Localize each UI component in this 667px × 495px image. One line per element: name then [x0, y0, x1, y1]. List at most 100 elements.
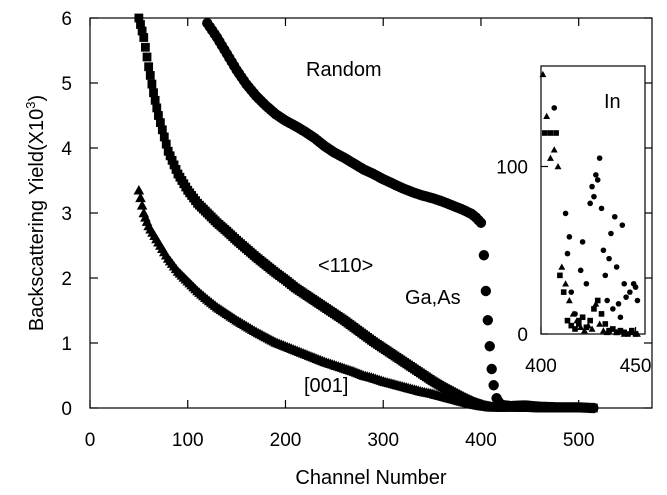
inset-axes: 400 450 0 100 — [496, 158, 651, 378]
inset-point-001 — [565, 297, 573, 304]
inset-point-110 — [579, 314, 586, 321]
point-110 — [167, 155, 177, 165]
point-random — [478, 250, 490, 261]
x-tick-label: 500 — [563, 430, 595, 451]
inset-point-random — [568, 289, 575, 295]
inset-point-random — [577, 267, 584, 274]
inset-point-001 — [558, 263, 566, 270]
inset-point-110 — [598, 311, 605, 317]
inset-x-tick-label: 400 — [525, 356, 557, 377]
inset-point-110 — [602, 321, 609, 327]
inset-point-random — [564, 250, 571, 257]
inset-point-001 — [569, 310, 577, 317]
inset-point-random — [621, 280, 627, 287]
inset-point-001 — [573, 317, 581, 324]
inset-point-001 — [613, 328, 621, 336]
inset-point-random — [583, 280, 590, 287]
inset-point-110 — [587, 317, 593, 324]
inset-point-random — [615, 301, 622, 307]
inset-point-110 — [591, 306, 597, 312]
inset-point-random — [634, 297, 641, 304]
inset-point-001 — [539, 70, 547, 78]
inset-point-random — [604, 297, 610, 304]
point-001 — [135, 192, 146, 203]
point-110 — [147, 79, 157, 89]
x-tick-label: 0 — [85, 430, 96, 451]
inset-point-001 — [550, 146, 558, 153]
inset-point-001 — [584, 322, 592, 329]
inset-point-random — [579, 239, 586, 245]
inset-point-random — [598, 205, 605, 212]
inset-point-110 — [594, 297, 601, 304]
inset-point-random — [623, 294, 629, 300]
point-110 — [150, 95, 160, 105]
point-110 — [159, 132, 169, 142]
annotation-random: Random — [306, 59, 382, 81]
point-110 — [154, 111, 163, 120]
inset-point-001 — [554, 163, 562, 170]
inset-point-110 — [564, 317, 571, 324]
annotation-110: <110> — [318, 255, 373, 277]
point-110 — [142, 52, 152, 62]
point-110 — [140, 42, 150, 52]
inset-point-001 — [620, 330, 628, 337]
inset-point-random — [632, 284, 639, 290]
inset-point-110 — [560, 289, 567, 295]
inset-point-110 — [557, 272, 563, 279]
point-001 — [133, 184, 145, 195]
inset-point-random — [619, 222, 626, 228]
point-random — [475, 217, 487, 228]
annotation-ga-as: Ga,As — [405, 287, 461, 309]
point-001 — [573, 402, 584, 413]
y-axis-title: Backscattering Yield(X103) — [23, 95, 48, 331]
inset-point-random — [627, 289, 633, 295]
inset-point-001 — [581, 327, 588, 334]
inset-point-random — [594, 177, 601, 183]
inset-y-tick-label: 100 — [496, 158, 528, 179]
inset-point-110 — [568, 322, 575, 329]
point-110 — [137, 26, 147, 36]
inset-point-001 — [603, 328, 611, 336]
y-tick-label: 3 — [61, 204, 72, 225]
inset-point-001 — [599, 327, 607, 334]
point-110 — [136, 20, 145, 29]
main-axes: 0 100 200 300 400 500 0 1 2 3 4 5 6 — [61, 9, 652, 451]
point-random — [486, 363, 497, 375]
inset-point-random — [602, 272, 609, 279]
inset-point-random — [617, 314, 624, 321]
inset-point-random — [606, 255, 612, 262]
point-110 — [155, 118, 165, 128]
point-110 — [588, 403, 598, 413]
annotation-001: [001] — [304, 375, 348, 397]
inset-point-110 — [553, 130, 559, 136]
main-data-marks — [133, 13, 599, 414]
point-random — [488, 380, 499, 391]
inset-point-random — [608, 230, 614, 237]
inset-point-110 — [547, 130, 554, 136]
x-tick-label: 200 — [270, 430, 302, 451]
inset-point-random — [566, 234, 573, 240]
inset-y-tick-label: 0 — [517, 325, 528, 346]
inset-point-random — [591, 193, 597, 200]
point-001 — [136, 200, 148, 210]
y-tick-label: 0 — [61, 399, 72, 420]
inset-point-001 — [596, 320, 604, 327]
point-110 — [171, 165, 181, 174]
inset-title: In — [604, 91, 621, 113]
y-tick-label: 6 — [61, 9, 72, 30]
point-random — [484, 341, 495, 352]
inset-x-tick-label: 450 — [620, 356, 652, 377]
inset-point-random — [593, 172, 599, 178]
y-axis-title-suffix: ) — [26, 95, 48, 102]
point-110 — [145, 71, 155, 80]
point-110 — [165, 151, 175, 161]
inset-point-001 — [588, 325, 596, 332]
inset-point-001 — [607, 325, 615, 332]
y-tick-label: 1 — [61, 334, 72, 355]
inset-point-random — [562, 210, 569, 217]
inset-point-random — [613, 264, 620, 270]
inset-point-random — [587, 200, 593, 207]
inset-frame — [540, 65, 646, 335]
inset-point-random — [551, 105, 558, 111]
